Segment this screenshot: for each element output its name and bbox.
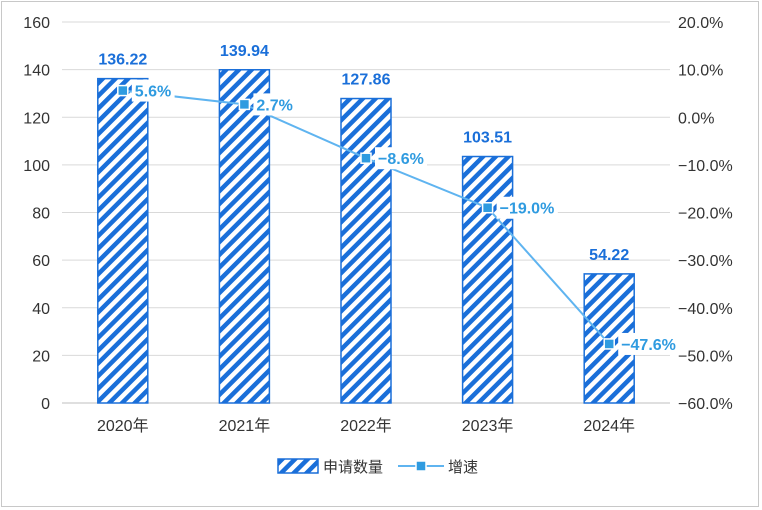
left-tick-label: 0 [41,396,50,413]
bar-value-label: 127.86 [342,72,391,89]
line-label-bg [375,147,427,170]
line-marker [603,338,615,350]
left-tick-label: 120 [23,110,50,127]
right-tick-label: −10.0% [678,158,733,175]
line-label-bg [131,79,175,102]
line-value-labels: 5.6% 2.7% −8.6% −19.0% −47.6% [131,79,680,355]
right-tick-label: −40.0% [678,301,733,318]
right-tick-label: −30.0% [678,253,733,270]
x-tick-label: 2023年 [462,417,514,435]
left-tick-label: 140 [23,63,50,80]
left-tick-label: 40 [32,301,50,318]
legend-bar-swatch [277,458,319,474]
left-tick-label: 60 [32,253,50,270]
right-tick-label: 20.0% [678,15,723,32]
right-tick-label: −50.0% [678,348,733,365]
line-label-bg [618,332,680,355]
line-marker [238,98,251,111]
line-value-label: 2.7% [256,97,292,114]
right-tick-label: −20.0% [678,206,733,223]
left-tick-label: 100 [23,158,50,175]
bar-value-label: 103.51 [463,130,512,147]
legend-item-bar: 申请数量 [277,458,383,476]
left-axis-ticks: 0 20 40 60 80 100 120 140 160 [23,15,50,413]
bar [97,77,149,404]
right-tick-label: −60.0% [678,396,733,413]
x-tick-label: 2020年 [97,417,149,435]
x-tick-label: 2022年 [340,417,392,435]
bar-value-label: 54.22 [589,247,629,264]
left-tick-label: 80 [32,206,50,223]
bar-series [97,69,635,404]
line-value-label: −47.6% [621,337,676,354]
line-value-label: 5.6% [135,84,171,101]
x-tick-label: 2024年 [583,417,635,435]
bar [461,155,514,404]
right-tick-label: 0.0% [678,110,714,127]
left-tick-label: 160 [23,15,50,32]
right-tick-label: 10.0% [678,63,723,80]
line-series [117,84,615,350]
bar [218,69,271,404]
right-axis-ticks: −60.0% −50.0% −40.0% −30.0% −20.0% −10.0% 0.0%… [678,15,733,413]
bar-value-label: 139.94 [220,43,269,60]
legend-line-marker [415,460,427,472]
line-label-bg [253,93,297,116]
legend-item-line: 增速 [398,458,478,476]
line-value-label: −8.6% [378,151,424,168]
legend-line-label: 增速 [448,458,478,476]
bar-value-label: 136.22 [98,52,147,69]
x-axis-ticks: 2020年 2021年 2022年 2023年 2024年 [97,417,635,435]
line-marker [360,152,372,164]
line-label-bg [496,196,558,219]
bar [340,97,392,404]
legend: 申请数量 增速 [277,458,478,476]
legend-bar-label: 申请数量 [323,458,383,476]
line-marker [481,201,494,214]
line-marker [117,84,129,97]
bar-value-labels: 136.22 139.94 127.86 103.51 54.22 [98,43,629,264]
left-tick-label: 20 [32,348,50,365]
x-tick-label: 2021年 [219,417,271,435]
line-value-label: −19.0% [500,201,555,218]
